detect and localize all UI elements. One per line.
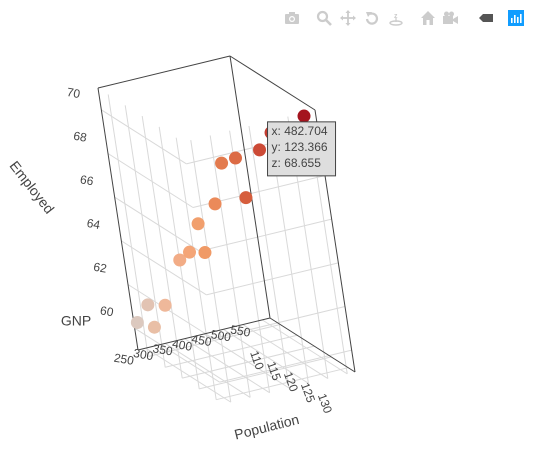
gridline: [145, 347, 232, 403]
y-tick-label: 250: [113, 351, 135, 368]
data-point[interactable]: [130, 316, 144, 330]
hover-tooltip: x: 482.704 y: 123.366 z: 68.655: [267, 121, 337, 177]
pan-icon: [340, 10, 356, 26]
data-point[interactable]: [215, 156, 229, 170]
gridline: [190, 140, 232, 403]
last-saved-camera-button[interactable]: [440, 8, 460, 28]
x-tick-label: 115: [264, 360, 284, 383]
z-tick-label: 64: [86, 216, 102, 232]
hover-tooltip-line: x: 482.704: [272, 124, 328, 138]
data-point[interactable]: [141, 298, 155, 312]
gridline: [212, 306, 346, 339]
gridline: [261, 319, 348, 375]
turntable-rotation-button[interactable]: z: [386, 8, 406, 28]
gridline: [229, 130, 271, 393]
zoom-icon: [316, 10, 332, 26]
axis-line: [229, 55, 271, 319]
hover-tooltip-box: [267, 121, 337, 177]
toggle-spike-lines-button[interactable]: [476, 8, 496, 28]
gridline: [164, 342, 251, 398]
data-point[interactable]: [229, 151, 243, 165]
reset-camera-button[interactable]: [418, 8, 438, 28]
data-point[interactable]: [173, 253, 187, 267]
data-point[interactable]: [297, 109, 311, 123]
axis-line: [97, 87, 139, 351]
gridline: [127, 284, 214, 339]
data-point[interactable]: [183, 245, 197, 259]
gridline: [114, 196, 200, 252]
orbit-rotation-button[interactable]: [362, 8, 382, 28]
x-tick-label: 120: [281, 370, 301, 394]
x-axis-title: Population: [233, 411, 301, 443]
svg-text:z: z: [394, 13, 398, 20]
video-camera-icon: [443, 11, 458, 24]
z-tick-label: 66: [79, 172, 95, 188]
y-tick-label: 500: [210, 327, 232, 344]
gridline: [107, 94, 149, 357]
pan-button[interactable]: [338, 8, 358, 28]
hover-tooltip-line: z: 68.655: [272, 156, 322, 170]
gridline: [141, 116, 183, 379]
x-tick-label: 130: [315, 392, 335, 416]
y-tick-label: 300: [132, 346, 154, 363]
axis-line: [229, 55, 316, 111]
y-axis-title: GNP: [61, 313, 91, 329]
z-tick-label: 60: [99, 303, 115, 319]
data-point[interactable]: [147, 320, 161, 334]
gridline: [175, 137, 217, 400]
z-tick-label: 68: [72, 129, 88, 145]
data-point[interactable]: [191, 217, 205, 231]
axis-line: [97, 55, 231, 89]
y-tick-label: 550: [229, 322, 251, 339]
plotly-logo-button[interactable]: [506, 8, 526, 28]
gridline: [199, 218, 332, 252]
gridline: [107, 153, 194, 208]
gridline: [121, 240, 207, 296]
gridline: [134, 327, 220, 383]
gridline: [206, 262, 339, 296]
y-tick-label: 450: [190, 332, 212, 349]
spike-lines-icon: [479, 14, 493, 22]
gridline: [101, 109, 187, 165]
hover-tooltip-line: y: 123.366: [272, 140, 328, 154]
gridline: [209, 135, 251, 398]
turntable-rotation-icon: z: [389, 13, 403, 26]
gridline: [223, 328, 309, 384]
x-tick-label: 125: [298, 381, 318, 405]
z-tick-label: 70: [66, 85, 82, 101]
data-point[interactable]: [208, 197, 222, 211]
axis-line: [137, 317, 271, 351]
data-point[interactable]: [239, 191, 253, 205]
axis-line: [269, 317, 356, 373]
y-tick-label: 400: [171, 337, 193, 354]
gridline: [242, 324, 329, 380]
gridline: [248, 125, 290, 389]
data-point[interactable]: [253, 143, 267, 157]
gridline: [184, 338, 270, 394]
z-tick-label: 62: [92, 260, 108, 276]
gridline: [203, 333, 290, 389]
camera-icon: [285, 12, 299, 24]
data-point[interactable]: [198, 246, 212, 260]
z-axis-title: Employed: [7, 158, 58, 217]
data-point[interactable]: [158, 298, 172, 312]
zoom-button[interactable]: [314, 8, 334, 28]
download-plot-button[interactable]: [282, 8, 302, 28]
home-icon: [421, 11, 435, 25]
plotly-logo-icon: [508, 10, 524, 26]
x-tick-label: 110: [247, 349, 267, 372]
orbit-rotation-icon: [365, 12, 379, 25]
y-tick-label: 350: [152, 341, 174, 358]
